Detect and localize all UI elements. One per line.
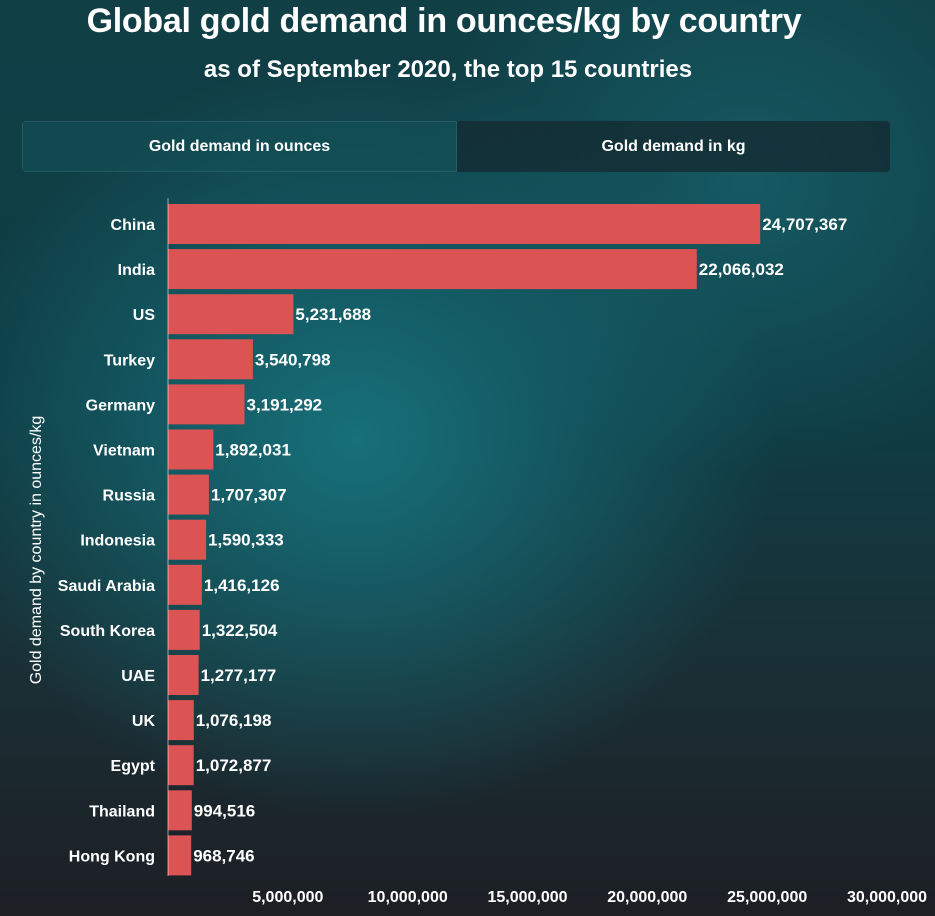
category-label: Germany: [86, 397, 155, 414]
data-label: 1,072,877: [196, 756, 272, 775]
tab-gold-demand-kg[interactable]: Gold demand in kg: [457, 121, 890, 172]
bar-india: [168, 249, 697, 290]
chart-subtitle: as of September 2020, the top 15 countri…: [203, 56, 693, 83]
data-label: 1,590,333: [208, 531, 284, 550]
bar-china: [168, 204, 761, 244]
tab-bar: Gold demand in ounces Gold demand in kg: [22, 121, 890, 172]
category-label: Thailand: [89, 803, 155, 820]
bar-egypt: [168, 745, 194, 786]
category-label: Vietnam: [93, 443, 155, 460]
data-label: 1,322,504: [202, 621, 278, 640]
category-label: UK: [132, 713, 156, 730]
bars-layer: China 24,707,367 India 22,066,032 US 5,231,68…: [58, 204, 847, 876]
x-tick-label: 15,000,000: [487, 889, 567, 906]
category-label: Russia: [103, 488, 156, 505]
bar-hong-kong: [168, 835, 192, 876]
data-label: 24,707,367: [762, 215, 847, 234]
x-tick-label: 10,000,000: [368, 889, 448, 906]
category-label: Saudi Arabia: [58, 578, 155, 595]
bar-saudi-arabia: [168, 564, 202, 605]
bar-south-korea: [168, 609, 200, 650]
x-tick-label: 5,000,000: [252, 889, 323, 906]
data-label: 5,231,688: [295, 305, 371, 324]
x-axis: 5,000,000 10,000,000 15,000,000 20,000,000 2…: [167, 198, 927, 906]
x-tick-label: 25,000,000: [727, 889, 807, 906]
category-label: US: [133, 307, 156, 324]
data-label: 22,066,032: [699, 260, 784, 279]
bar-russia: [168, 474, 209, 515]
bar-germany: [168, 384, 245, 425]
bar-indonesia: [168, 519, 207, 560]
tab-gold-demand-ounces[interactable]: Gold demand in ounces: [22, 121, 457, 172]
category-label: India: [118, 262, 155, 279]
bar-vietnam: [168, 429, 214, 470]
data-label: 3,540,798: [255, 350, 331, 369]
bar-uk: [168, 700, 194, 741]
data-label: 1,707,307: [211, 486, 287, 505]
category-label: Indonesia: [80, 533, 155, 550]
data-label: 994,516: [194, 801, 255, 820]
category-label: China: [111, 217, 156, 234]
category-label: Hong Kong: [69, 848, 155, 865]
bar-uae: [168, 655, 199, 695]
bar-us: [168, 294, 294, 335]
data-label: 1,076,198: [196, 711, 272, 730]
bar-turkey: [168, 339, 253, 380]
data-label: 1,416,126: [204, 576, 280, 595]
category-label: Egypt: [111, 758, 156, 775]
data-label: 1,892,031: [215, 441, 291, 460]
category-label: South Korea: [60, 623, 155, 640]
data-label: 968,746: [193, 846, 254, 865]
x-tick-label: 20,000,000: [607, 889, 687, 906]
bar-thailand: [168, 790, 192, 831]
category-label: Turkey: [104, 352, 155, 369]
category-label: UAE: [121, 668, 155, 685]
chart-title: Global gold demand in ounces/kg by count…: [86, 2, 802, 40]
data-label: 3,191,292: [247, 395, 323, 414]
data-label: 1,277,177: [201, 666, 277, 685]
x-tick-label: 30,000,000: [847, 889, 927, 906]
